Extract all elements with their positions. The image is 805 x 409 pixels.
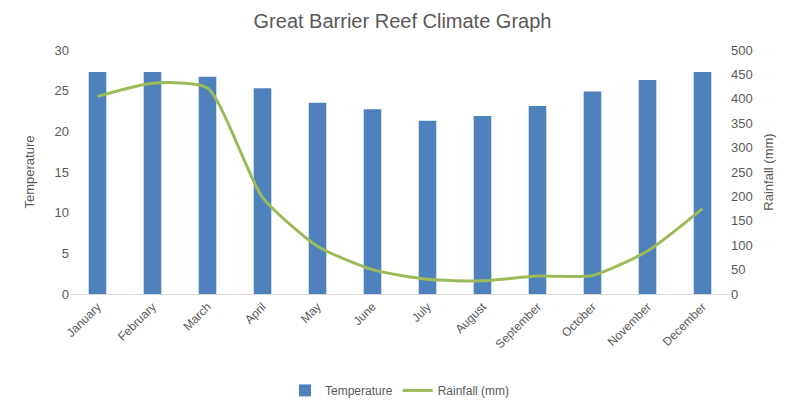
svg-text:August: August	[453, 299, 490, 336]
svg-text:0: 0	[731, 287, 738, 302]
svg-text:Rainfall (mm): Rainfall (mm)	[438, 384, 509, 398]
svg-text:10: 10	[55, 205, 69, 220]
svg-text:30: 30	[55, 43, 69, 58]
svg-text:September: September	[492, 300, 543, 351]
svg-text:500: 500	[731, 43, 753, 58]
svg-text:15: 15	[55, 165, 69, 180]
svg-text:250: 250	[731, 165, 753, 180]
svg-text:July: July	[409, 300, 434, 325]
svg-text:March: March	[180, 300, 213, 333]
svg-text:0: 0	[62, 287, 69, 302]
svg-text:Temperature: Temperature	[22, 136, 37, 209]
svg-text:25: 25	[55, 83, 69, 98]
svg-text:October: October	[559, 300, 599, 340]
svg-text:June: June	[351, 300, 380, 329]
svg-text:300: 300	[731, 140, 753, 155]
svg-text:5: 5	[62, 246, 69, 261]
svg-text:150: 150	[731, 213, 753, 228]
svg-text:Rainfall (mm): Rainfall (mm)	[761, 133, 776, 210]
svg-text:450: 450	[731, 67, 753, 82]
svg-text:400: 400	[731, 91, 753, 106]
svg-text:200: 200	[731, 189, 753, 204]
svg-text:20: 20	[55, 124, 69, 139]
svg-text:50: 50	[731, 262, 745, 277]
svg-text:February: February	[115, 300, 159, 344]
svg-text:May: May	[298, 300, 324, 326]
svg-text:January: January	[64, 300, 104, 340]
svg-text:350: 350	[731, 116, 753, 131]
svg-text:Temperature: Temperature	[325, 384, 393, 398]
svg-text:Great Barrier Reef Climate Gra: Great Barrier Reef Climate Graph	[254, 10, 552, 32]
svg-text:November: November	[605, 300, 654, 349]
svg-text:December: December	[660, 300, 709, 349]
svg-text:100: 100	[731, 238, 753, 253]
svg-text:April: April	[242, 300, 269, 327]
